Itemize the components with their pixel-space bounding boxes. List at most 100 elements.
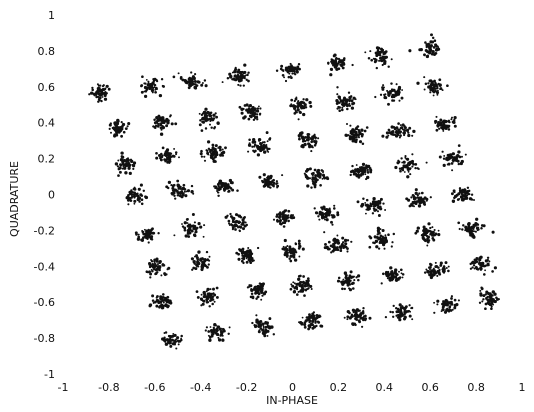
symbol-point xyxy=(140,84,144,87)
symbol-point xyxy=(256,246,260,250)
symbol-point xyxy=(492,303,495,306)
symbol-point xyxy=(484,259,489,263)
symbol-point xyxy=(292,214,295,217)
symbol-point xyxy=(476,267,480,271)
symbol-point xyxy=(130,189,133,192)
symbol-point xyxy=(221,150,226,155)
symbol-point xyxy=(211,151,214,154)
symbol-point xyxy=(358,166,362,169)
symbol-point xyxy=(384,315,388,319)
symbol-point xyxy=(365,212,367,215)
symbol-point xyxy=(397,85,402,90)
symbol-point xyxy=(177,194,180,197)
symbol-point xyxy=(405,128,410,132)
symbol-point xyxy=(255,144,260,149)
symbol-point xyxy=(241,219,245,222)
symbol-point xyxy=(157,153,162,158)
symbol-point xyxy=(295,96,298,99)
constellation-cluster xyxy=(275,62,301,83)
symbol-point xyxy=(434,81,436,84)
constellation-cluster xyxy=(408,33,441,59)
symbol-point xyxy=(257,285,261,289)
symbol-point xyxy=(152,125,155,128)
symbol-point xyxy=(257,105,260,108)
symbol-point xyxy=(242,72,245,75)
symbol-point xyxy=(450,162,453,165)
symbol-point xyxy=(88,93,91,96)
symbol-point xyxy=(303,323,307,327)
symbol-point xyxy=(441,125,444,128)
symbol-point xyxy=(113,133,117,137)
symbol-point xyxy=(168,156,172,160)
symbol-point xyxy=(173,147,176,150)
symbol-point xyxy=(165,148,170,152)
symbol-point xyxy=(437,229,440,232)
symbol-point xyxy=(308,100,312,105)
symbol-point xyxy=(219,182,223,186)
y-tick-label: 0.4 xyxy=(38,117,56,130)
symbol-point xyxy=(191,213,195,216)
symbol-point xyxy=(434,48,439,52)
symbol-point xyxy=(252,137,256,142)
symbol-point xyxy=(303,325,307,329)
symbol-point xyxy=(437,233,441,237)
symbol-point xyxy=(176,179,180,183)
symbol-point xyxy=(311,136,315,140)
symbol-point xyxy=(382,84,385,87)
symbol-point xyxy=(155,78,158,82)
symbol-point xyxy=(355,164,358,166)
symbol-point xyxy=(445,267,448,269)
symbol-point xyxy=(305,279,308,283)
symbol-point xyxy=(469,267,473,270)
symbol-point xyxy=(205,326,208,329)
symbol-point xyxy=(216,121,220,125)
symbol-point xyxy=(155,296,158,299)
symbol-point xyxy=(315,324,318,328)
symbol-point xyxy=(211,146,215,150)
symbol-point xyxy=(450,297,453,300)
x-tick-label: 0.4 xyxy=(376,381,394,394)
symbol-point xyxy=(312,181,316,185)
symbol-point xyxy=(398,128,401,131)
symbol-point xyxy=(431,40,435,44)
symbol-point xyxy=(346,318,349,321)
symbol-point xyxy=(316,320,320,323)
symbol-point xyxy=(229,215,233,218)
symbol-point xyxy=(146,233,149,236)
symbol-point xyxy=(122,165,125,168)
constellation-cluster xyxy=(148,293,173,310)
symbol-point xyxy=(252,149,255,152)
symbol-point xyxy=(150,268,153,271)
symbol-point xyxy=(298,244,302,249)
symbol-point xyxy=(398,131,402,134)
symbol-point xyxy=(229,186,233,190)
symbol-point xyxy=(164,303,168,307)
symbol-point xyxy=(443,300,446,303)
symbol-point xyxy=(291,69,294,73)
x-tick-label: 1 xyxy=(519,381,526,394)
symbol-point xyxy=(211,332,215,336)
constellation-cluster xyxy=(434,115,457,132)
symbol-point xyxy=(440,310,443,313)
symbol-point xyxy=(243,216,246,219)
symbol-point xyxy=(385,135,389,139)
symbol-point xyxy=(372,205,375,208)
symbol-point xyxy=(317,137,320,140)
symbol-point xyxy=(203,111,206,114)
symbol-point xyxy=(438,127,441,130)
symbol-point xyxy=(127,193,130,197)
symbol-point xyxy=(353,279,356,282)
symbol-point xyxy=(203,261,206,264)
symbol-point xyxy=(451,308,454,311)
symbol-point xyxy=(150,235,154,239)
constellation-cluster xyxy=(251,314,276,338)
symbol-point xyxy=(361,325,364,328)
symbol-point xyxy=(191,268,194,271)
symbol-point xyxy=(157,232,160,235)
symbol-point xyxy=(266,140,269,143)
symbol-point xyxy=(313,168,317,172)
symbol-point xyxy=(171,186,175,190)
symbol-point xyxy=(469,227,473,231)
constellation-cluster xyxy=(323,231,353,254)
symbol-point xyxy=(261,294,264,297)
